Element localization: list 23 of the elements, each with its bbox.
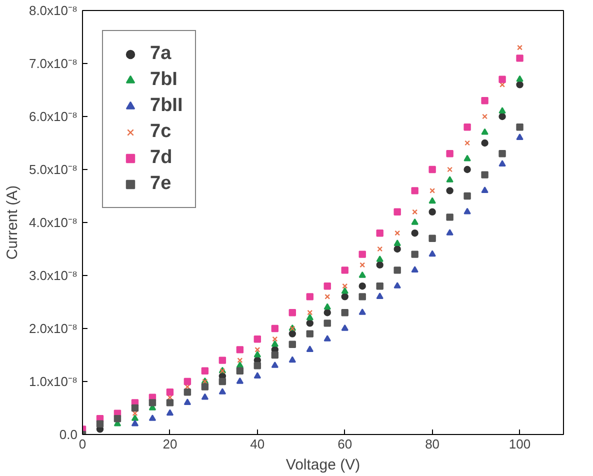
- legend-label: 7bI: [150, 69, 178, 91]
- legend-label: 7a: [150, 43, 172, 65]
- x-tick-label: 100: [508, 436, 531, 452]
- x-tick-label: 20: [162, 436, 178, 452]
- x-tick-label: 0: [78, 436, 86, 452]
- y-tick-label: 0.0: [59, 427, 78, 442]
- y-tick-label: 4.0x10⁻⁸: [28, 215, 78, 230]
- y-tick-label: 5.0x10⁻⁸: [28, 162, 78, 177]
- legend-label: 7c: [150, 121, 172, 143]
- legend-label: 7e: [150, 173, 172, 195]
- y-tick-label: 7.0x10⁻⁸: [28, 56, 78, 71]
- y-tick-label: 3.0x10⁻⁸: [28, 268, 78, 283]
- x-tick-label: 80: [425, 436, 440, 452]
- x-tick-label: 60: [338, 436, 352, 452]
- x-axis-title: Voltage (V): [286, 456, 360, 474]
- y-tick-label: 1.0x10⁻⁸: [28, 374, 78, 389]
- y-tick-label: 8.0x10⁻⁸: [28, 3, 78, 18]
- x-tick-label: 40: [250, 436, 265, 452]
- y-tick-label: 2.0x10⁻⁸: [28, 321, 78, 336]
- legend-label: 7bII: [150, 95, 183, 117]
- legend-label: 7d: [150, 147, 172, 169]
- y-tick-label: 6.0x10⁻⁸: [28, 109, 78, 124]
- y-axis-title: Current (A): [4, 185, 21, 260]
